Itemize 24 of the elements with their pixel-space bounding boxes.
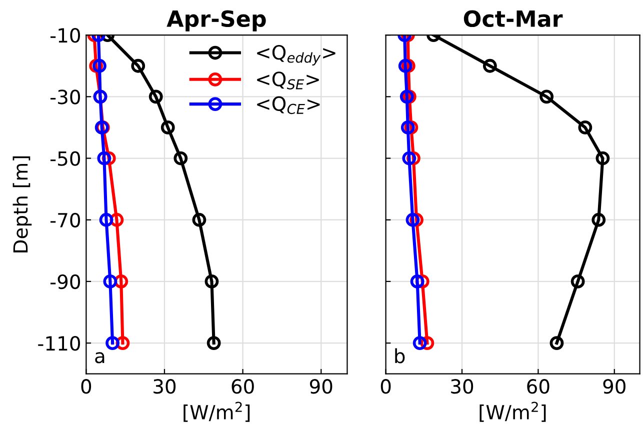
y-tick-label: -50 (50, 151, 80, 166)
annotation: b (395, 348, 405, 364)
x-tick-label: 90 (310, 379, 332, 394)
x-tick-label: 60 (527, 379, 550, 394)
x-axis-title: [W/m$^{2}$] (480, 402, 546, 422)
x-tick-label: 60 (232, 379, 254, 394)
y-tick-label: -110 (38, 336, 80, 351)
y-tick-label: -30 (50, 90, 80, 104)
legend-label: <Q$_{eddy}$> (257, 44, 336, 66)
y-tick-label: -10 (50, 28, 80, 43)
y-tick-label: -90 (50, 274, 80, 290)
x-tick-label: 0 (380, 379, 391, 394)
chart-title: Apr-Sep (166, 10, 266, 32)
x-tick-label: 90 (603, 379, 626, 394)
chart-title: Oct-Mar (464, 10, 563, 28)
y-tick-label: -70 (50, 212, 80, 228)
legend-label: <Q$_{SE}$> (257, 72, 319, 90)
x-tick-label: 30 (451, 379, 474, 394)
x-tick-label: 0 (81, 379, 92, 394)
x-tick-label: 30 (154, 379, 176, 394)
x-axis-title: [W/m$^{2}$] (184, 402, 250, 422)
legend-label: <Q$_{CE}$> (257, 96, 320, 114)
y-axis-title: Depth [m] (12, 156, 32, 252)
annotation: a (95, 352, 104, 364)
